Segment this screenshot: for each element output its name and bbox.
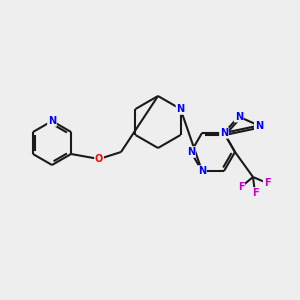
Text: N: N: [235, 112, 243, 122]
Text: F: F: [264, 178, 270, 188]
Text: N: N: [255, 121, 263, 130]
Text: N: N: [48, 116, 56, 126]
Text: F: F: [238, 182, 244, 192]
Text: N: N: [198, 166, 206, 176]
Text: F: F: [252, 188, 258, 198]
Text: N: N: [220, 128, 228, 138]
Text: N: N: [176, 104, 184, 114]
Text: N: N: [187, 147, 195, 157]
Text: O: O: [95, 154, 103, 164]
